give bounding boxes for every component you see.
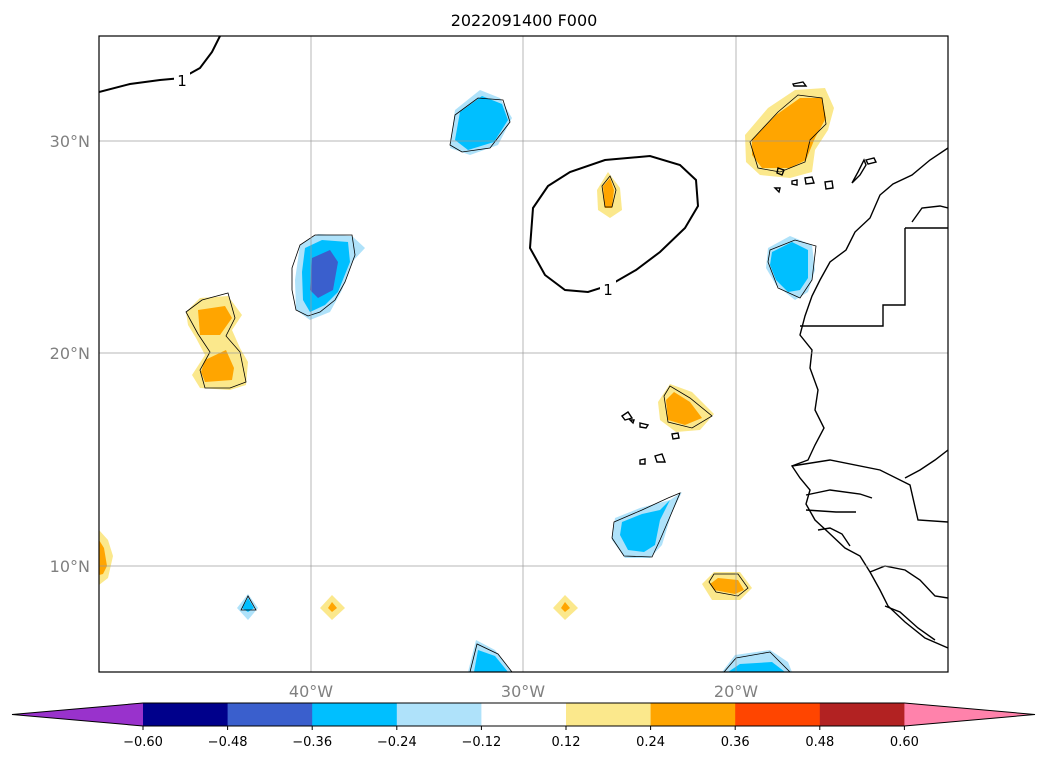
colorbar-tick-label: −0.12 <box>461 735 501 750</box>
contour-line-central <box>528 154 700 294</box>
lon-label-20w: 20°W <box>714 682 758 701</box>
colorbar-segment <box>143 703 229 726</box>
lon-label-30w: 30°W <box>501 682 545 701</box>
negative-anomaly-regions <box>237 90 817 672</box>
colorbar-tick-label: 0.60 <box>890 735 919 750</box>
colorbar-tick-label: 0.12 <box>552 735 581 750</box>
map-frame <box>98 35 949 673</box>
coastlines <box>620 81 948 649</box>
colorbar-tick-label: −0.48 <box>208 735 248 750</box>
colorbar-tick-label: −0.24 <box>377 735 417 750</box>
colorbar-tick-label: 0.48 <box>805 735 834 750</box>
colorbar-tick-label: 0.24 <box>636 735 665 750</box>
map-title: 2022091400 F000 <box>451 11 598 30</box>
colorbar-segment <box>396 703 482 726</box>
map-content: 1 1 <box>99 36 948 672</box>
contour-label-nw: 1 <box>177 72 187 90</box>
lat-label-30n: 30°N <box>50 132 90 151</box>
contour-label-central: 1 <box>603 281 613 299</box>
colorbar-extend-high <box>904 703 1035 726</box>
colorbar-segment <box>650 703 736 726</box>
colorbar-tick-label: 0.36 <box>721 735 750 750</box>
colorbar: −0.60 −0.48 −0.36 −0.24 −0.12 0.12 0.24 0.36 0.4… <box>11 702 1036 750</box>
colorbar-tick-label: −0.36 <box>292 735 332 750</box>
colorbar-segment <box>227 703 313 726</box>
colorbar-segment <box>312 703 398 726</box>
lon-label-40w: 40°W <box>289 682 333 701</box>
lat-label-20n: 20°N <box>50 344 90 363</box>
gridlines <box>99 36 948 672</box>
colorbar-segment <box>566 703 652 726</box>
latitude-labels: 30°N 20°N 10°N <box>50 132 90 576</box>
colorbar-extend-low <box>12 703 143 726</box>
colorbar-segment <box>481 703 567 726</box>
longitude-labels: 40°W 30°W 20°W <box>289 682 758 701</box>
lat-label-10n: 10°N <box>50 557 90 576</box>
colorbar-tick-label: −0.60 <box>123 735 163 750</box>
colorbar-segment <box>819 703 905 726</box>
colorbar-segment <box>735 703 821 726</box>
